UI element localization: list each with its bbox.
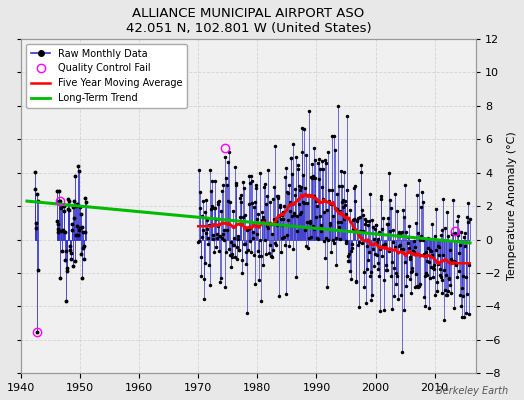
- Legend: Raw Monthly Data, Quality Control Fail, Five Year Moving Average, Long-Term Tren: Raw Monthly Data, Quality Control Fail, …: [26, 44, 188, 108]
- Text: Berkeley Earth: Berkeley Earth: [436, 386, 508, 396]
- Title: ALLIANCE MUNICIPAL AIRPORT ASO
42.051 N, 102.801 W (United States): ALLIANCE MUNICIPAL AIRPORT ASO 42.051 N,…: [126, 7, 372, 35]
- Y-axis label: Temperature Anomaly (°C): Temperature Anomaly (°C): [507, 132, 517, 280]
